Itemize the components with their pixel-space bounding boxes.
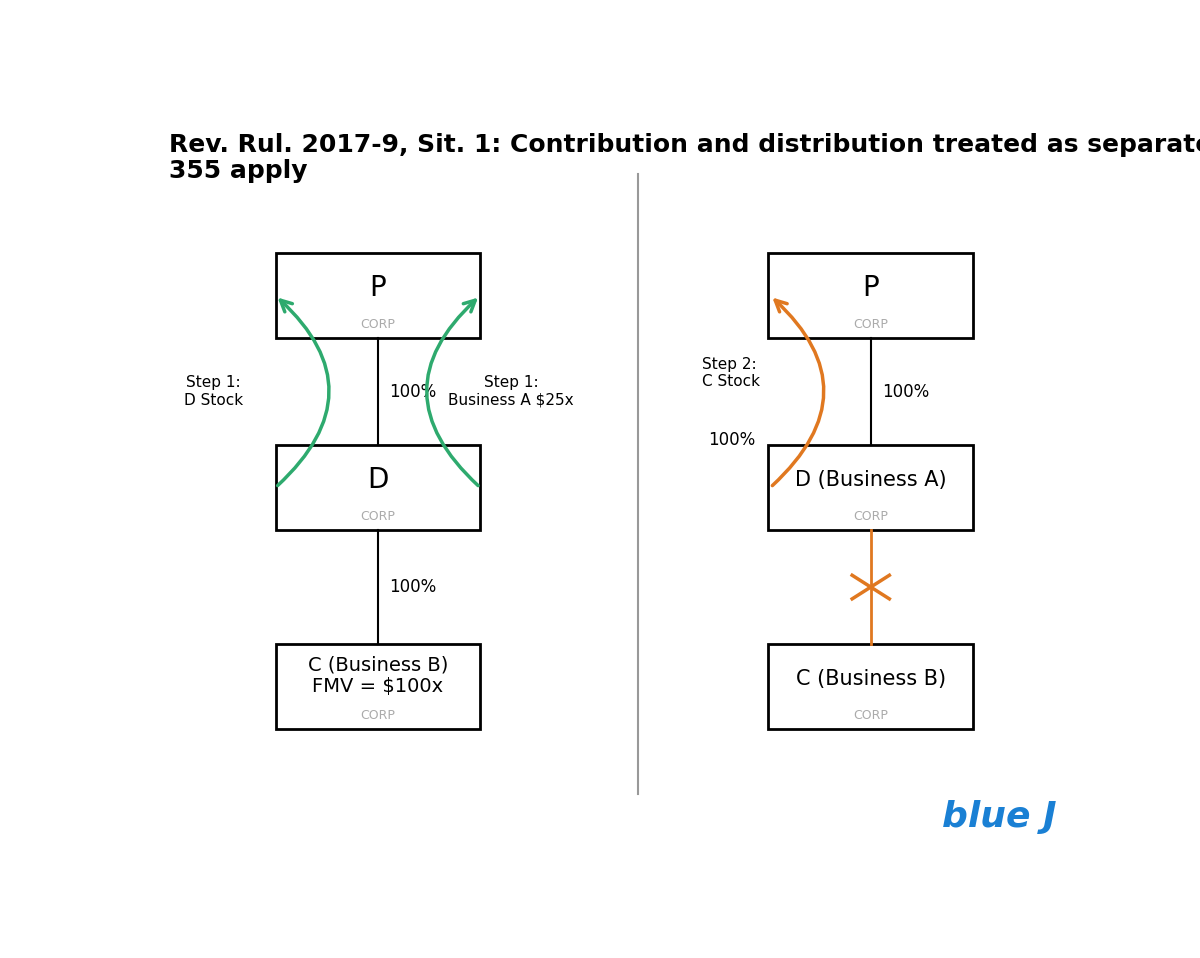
FancyBboxPatch shape xyxy=(276,253,480,338)
Text: Rev. Rul. 2017-9, Sit. 1: Contribution and distribution treated as separate; §§ : Rev. Rul. 2017-9, Sit. 1: Contribution a… xyxy=(168,133,1200,157)
Text: CORP: CORP xyxy=(853,510,888,523)
Text: 100%: 100% xyxy=(389,382,437,400)
FancyBboxPatch shape xyxy=(768,644,973,729)
Text: blue J: blue J xyxy=(942,800,1057,834)
Text: CORP: CORP xyxy=(360,709,395,722)
Text: D (Business A): D (Business A) xyxy=(794,470,947,490)
Text: C (Business B)
FMV = $100x: C (Business B) FMV = $100x xyxy=(307,655,448,696)
Text: P: P xyxy=(863,274,880,303)
Text: 100%: 100% xyxy=(708,430,755,448)
Text: CORP: CORP xyxy=(853,709,888,722)
FancyBboxPatch shape xyxy=(276,644,480,729)
FancyBboxPatch shape xyxy=(768,253,973,338)
Text: P: P xyxy=(370,274,386,303)
Text: D: D xyxy=(367,467,389,494)
Text: Step 1:
D Stock: Step 1: D Stock xyxy=(184,376,242,408)
Text: 100%: 100% xyxy=(389,578,437,596)
Text: Step 1:
Business A $25x: Step 1: Business A $25x xyxy=(448,376,574,408)
Text: 355 apply: 355 apply xyxy=(168,159,307,183)
Text: 100%: 100% xyxy=(882,382,929,400)
FancyBboxPatch shape xyxy=(768,445,973,530)
Text: CORP: CORP xyxy=(853,318,888,331)
Text: CORP: CORP xyxy=(360,318,395,331)
Text: CORP: CORP xyxy=(360,510,395,523)
Text: Step 2:
C Stock: Step 2: C Stock xyxy=(702,357,761,389)
Text: C (Business B): C (Business B) xyxy=(796,670,946,689)
FancyBboxPatch shape xyxy=(276,445,480,530)
